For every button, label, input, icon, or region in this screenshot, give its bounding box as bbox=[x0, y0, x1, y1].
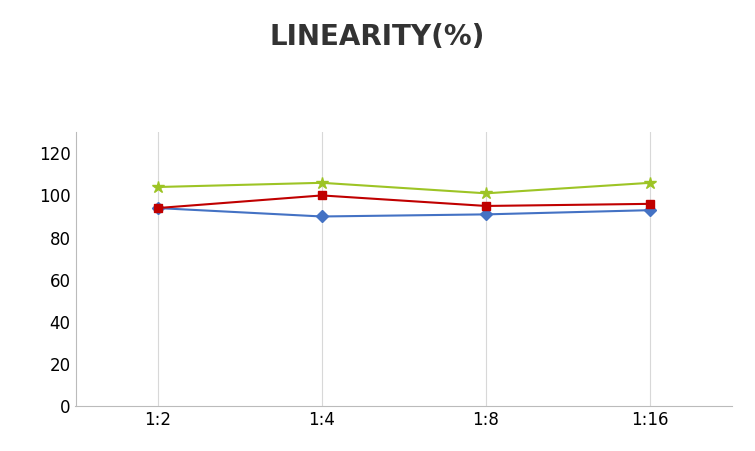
Line: EDTA plasma (n=5): EDTA plasma (n=5) bbox=[153, 191, 655, 212]
Serum (n=5) bbox=[482, 212, 491, 217]
EDTA plasma (n=5) bbox=[646, 201, 655, 207]
Serum (n=5) bbox=[646, 207, 655, 213]
Line: Cell culture media (n=5): Cell culture media (n=5) bbox=[151, 176, 657, 200]
Cell culture media (n=5) bbox=[153, 184, 162, 190]
Line: Serum (n=5): Serum (n=5) bbox=[153, 204, 655, 221]
Text: LINEARITY(%): LINEARITY(%) bbox=[270, 23, 485, 51]
Serum (n=5) bbox=[153, 205, 162, 211]
EDTA plasma (n=5) bbox=[482, 203, 491, 209]
Cell culture media (n=5) bbox=[646, 180, 655, 185]
EDTA plasma (n=5) bbox=[317, 193, 326, 198]
Cell culture media (n=5) bbox=[482, 191, 491, 196]
Serum (n=5) bbox=[317, 214, 326, 219]
EDTA plasma (n=5) bbox=[153, 205, 162, 211]
Cell culture media (n=5) bbox=[317, 180, 326, 185]
